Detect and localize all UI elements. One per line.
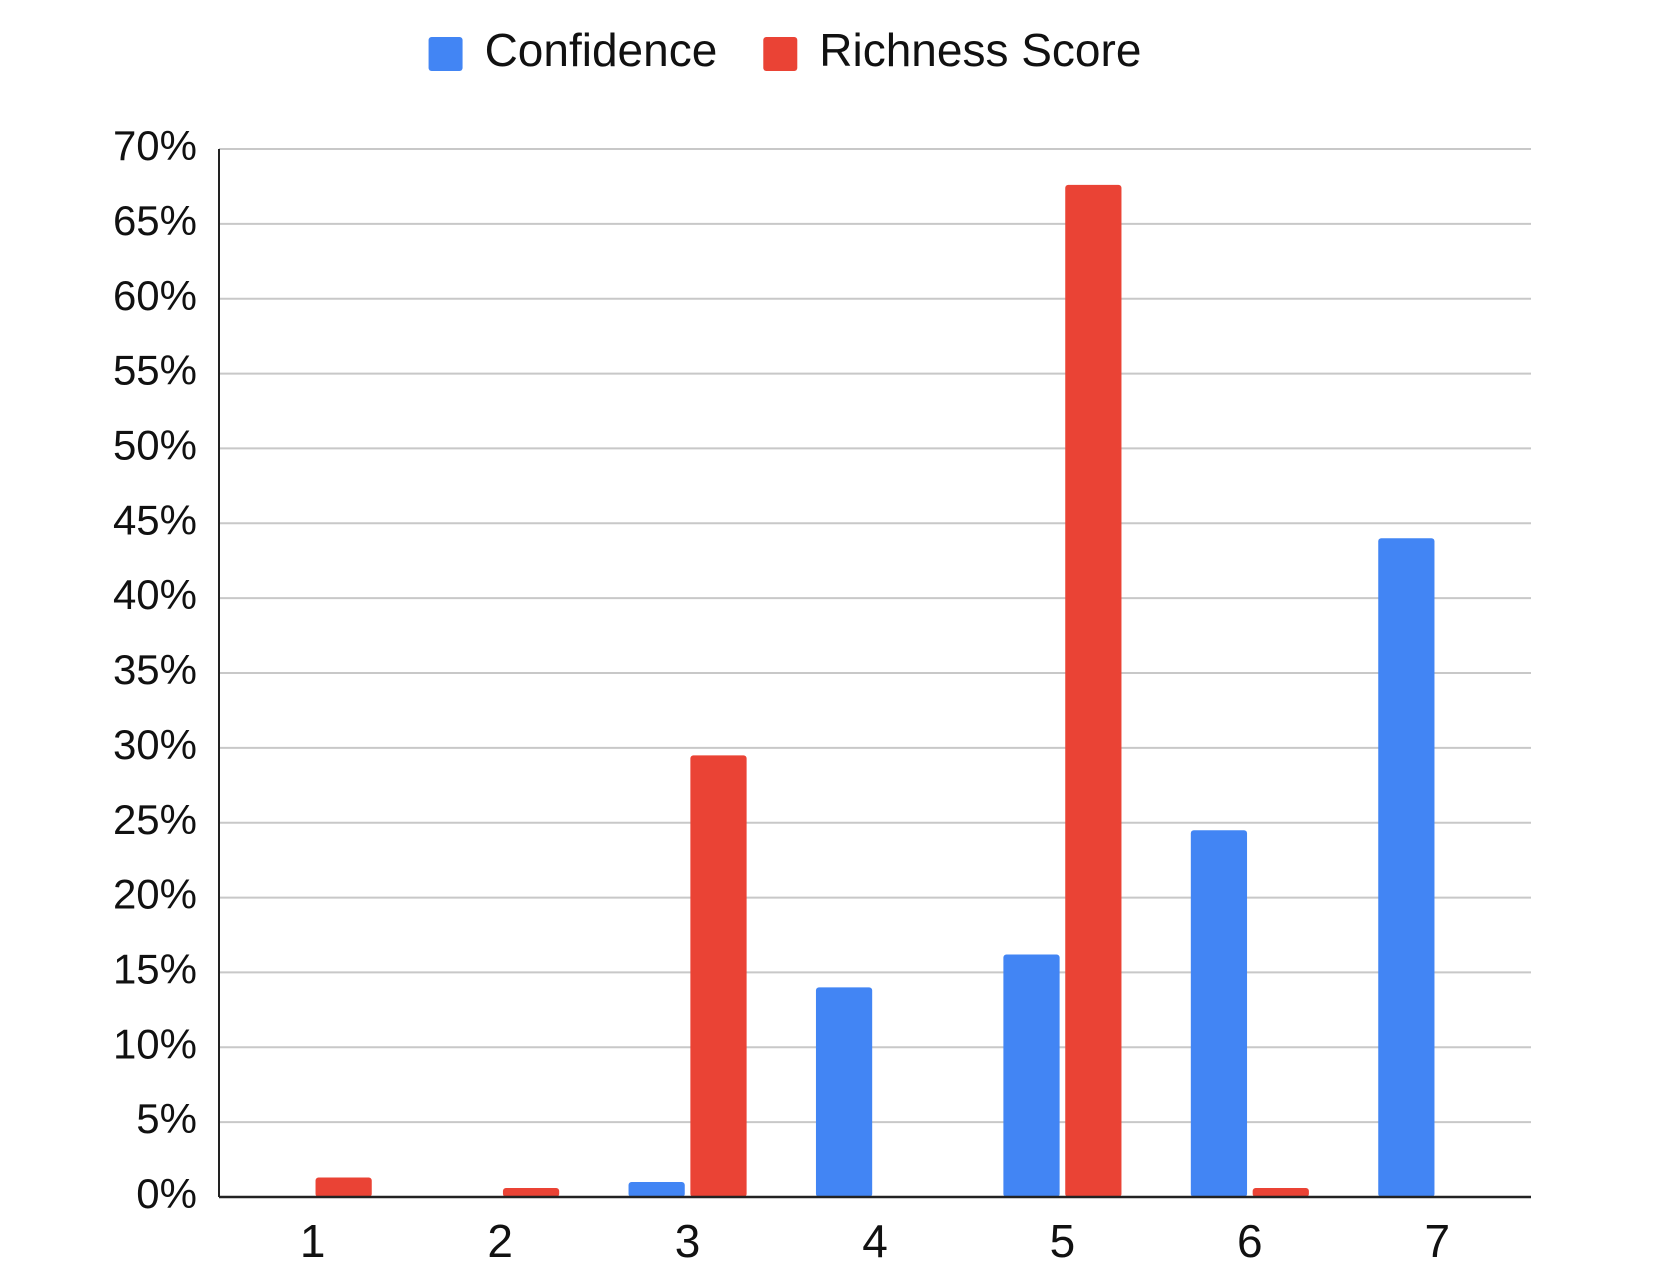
bar xyxy=(1003,954,1060,1197)
bar xyxy=(628,1182,685,1197)
x-tick-label: 5 xyxy=(1050,1215,1076,1267)
y-tick-label: 35% xyxy=(113,646,197,693)
bar xyxy=(1190,830,1248,1197)
legend-swatch xyxy=(428,37,463,71)
x-tick-label: 7 xyxy=(1424,1215,1450,1267)
bar xyxy=(1252,1188,1309,1197)
y-tick-label: 50% xyxy=(113,422,197,469)
y-tick-label: 70% xyxy=(113,122,197,169)
y-tick-label: 30% xyxy=(113,721,197,768)
y-tick-label: 0% xyxy=(136,1170,197,1217)
bar xyxy=(1065,184,1122,1198)
y-tick-label: 20% xyxy=(113,871,197,918)
y-tick-label: 45% xyxy=(113,496,197,543)
y-tick-label: 10% xyxy=(113,1020,197,1067)
legend-swatch xyxy=(763,37,798,71)
y-tick-label: 55% xyxy=(113,347,197,394)
x-tick-label: 4 xyxy=(862,1215,888,1267)
bar xyxy=(502,1188,560,1197)
y-tick-label: 60% xyxy=(113,272,197,319)
bar xyxy=(690,755,747,1197)
x-tick-label: 1 xyxy=(300,1215,326,1267)
y-tick-label: 5% xyxy=(136,1095,197,1142)
bar xyxy=(815,987,873,1197)
y-tick-label: 65% xyxy=(113,197,197,244)
legend-label: Richness Score xyxy=(819,24,1141,76)
legend-label: Confidence xyxy=(485,24,718,76)
x-tick-label: 6 xyxy=(1237,1215,1263,1267)
x-tick-label: 2 xyxy=(487,1215,513,1267)
y-tick-label: 15% xyxy=(113,946,197,993)
bar xyxy=(1378,538,1435,1197)
y-tick-label: 40% xyxy=(113,571,197,618)
x-tick-label: 3 xyxy=(675,1215,701,1267)
y-tick-label: 25% xyxy=(113,796,197,843)
bar xyxy=(315,1177,372,1197)
